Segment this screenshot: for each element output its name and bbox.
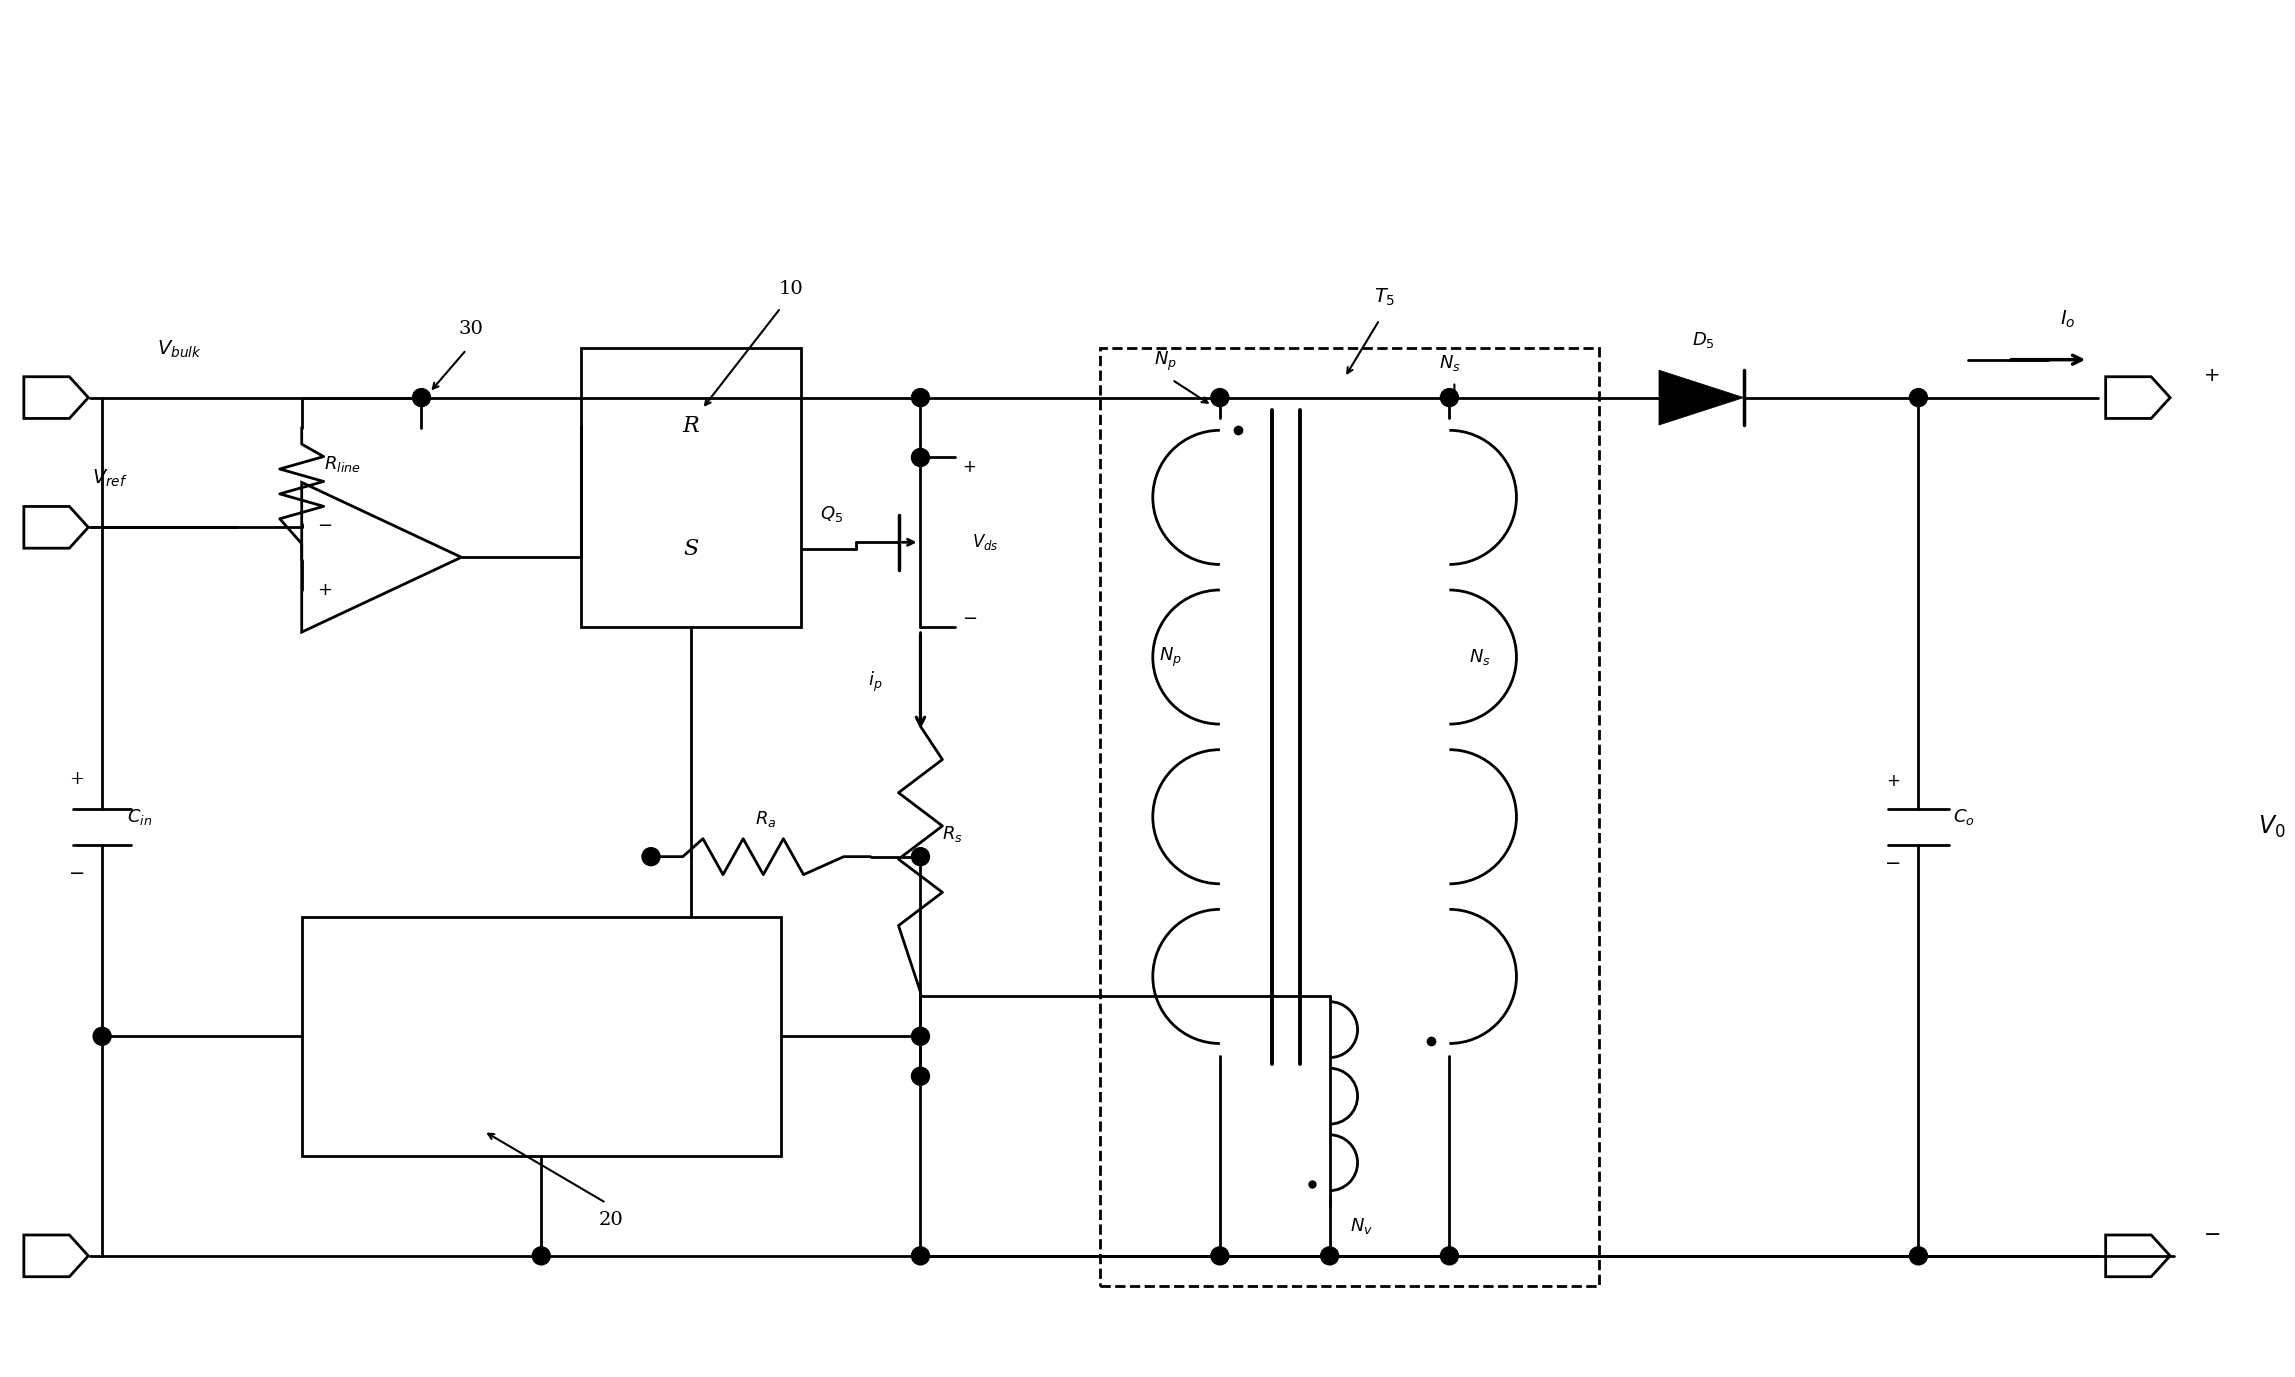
Text: S: S: [684, 538, 698, 560]
Text: $N_s$: $N_s$: [1439, 353, 1460, 373]
Text: $i_p$: $i_p$: [868, 671, 884, 694]
Text: $-$: $-$: [962, 609, 978, 627]
Text: $V_{ref}$: $V_{ref}$: [92, 468, 129, 489]
Text: $V_{bulk}$: $V_{bulk}$: [156, 339, 202, 359]
Text: R: R: [682, 414, 700, 437]
Circle shape: [1441, 388, 1457, 406]
Text: $C_{in}$: $C_{in}$: [126, 807, 151, 826]
Text: $V_0$: $V_0$: [2258, 814, 2286, 840]
Text: $V_{ds}$: $V_{ds}$: [973, 533, 998, 552]
Text: $+$: $+$: [2203, 366, 2219, 384]
Circle shape: [911, 449, 929, 467]
Text: $N_v$: $N_v$: [1349, 1216, 1372, 1237]
Text: $N_s$: $N_s$: [1469, 647, 1492, 666]
Bar: [581, 347, 801, 627]
Text: 20: 20: [599, 1210, 624, 1228]
Bar: [1099, 347, 1600, 1286]
Circle shape: [911, 388, 929, 406]
Text: $-$: $-$: [1884, 852, 1900, 870]
Circle shape: [911, 1067, 929, 1085]
Circle shape: [911, 1246, 929, 1265]
Circle shape: [1441, 1246, 1457, 1265]
Circle shape: [1212, 388, 1228, 406]
Text: $+$: $+$: [317, 581, 333, 599]
Text: +: +: [69, 770, 85, 788]
Text: $Q_5$: $Q_5$: [822, 504, 845, 525]
Text: $I_o$: $I_o$: [2061, 308, 2077, 329]
Circle shape: [1320, 1246, 1338, 1265]
Text: $C_o$: $C_o$: [1953, 807, 1976, 826]
Circle shape: [1909, 1246, 1928, 1265]
Circle shape: [643, 848, 661, 866]
Text: $-$: $-$: [2203, 1224, 2219, 1243]
Text: $-$: $-$: [69, 862, 85, 881]
Circle shape: [911, 848, 929, 866]
Text: $N_p$: $N_p$: [1154, 350, 1177, 373]
Text: $N_p$: $N_p$: [1159, 646, 1182, 669]
Circle shape: [1909, 388, 1928, 406]
Text: $T_5$: $T_5$: [1375, 286, 1395, 308]
Circle shape: [532, 1246, 551, 1265]
Text: 30: 30: [459, 319, 484, 337]
Circle shape: [1212, 1246, 1228, 1265]
Text: 10: 10: [778, 280, 803, 297]
Text: $-$: $-$: [317, 515, 333, 533]
Text: $+$: $+$: [1886, 774, 1900, 790]
Circle shape: [911, 1027, 929, 1045]
Text: $+$: $+$: [962, 459, 975, 476]
Circle shape: [94, 1027, 110, 1045]
Polygon shape: [1659, 370, 1744, 425]
Text: $R_{line}$: $R_{line}$: [324, 454, 360, 474]
Text: $D_5$: $D_5$: [1691, 329, 1714, 350]
Bar: [301, 917, 780, 1157]
Circle shape: [413, 388, 431, 406]
Text: $R_s$: $R_s$: [943, 825, 964, 844]
Text: $R_a$: $R_a$: [755, 808, 776, 829]
